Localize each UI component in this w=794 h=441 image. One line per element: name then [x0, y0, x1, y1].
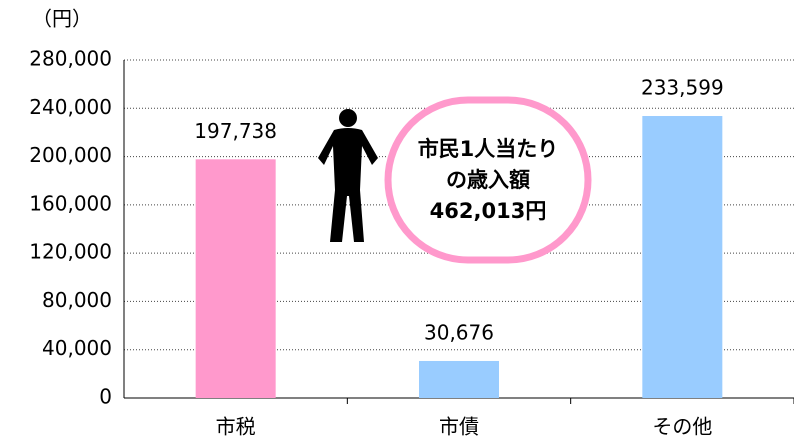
y-tick-label: 160,000	[29, 191, 112, 215]
bar	[195, 159, 276, 398]
x-tick-label: その他	[652, 415, 712, 439]
annotation: 462,013円	[430, 199, 547, 223]
y-tick-label: 240,000	[29, 95, 112, 119]
bar	[419, 360, 499, 398]
y-tick-label: 80,000	[42, 288, 112, 312]
annotation-bubble	[384, 96, 592, 264]
x-tick-label: 市債	[439, 415, 479, 439]
annotation: の歳入額	[446, 168, 530, 192]
y-tick-label: 120,000	[29, 240, 112, 264]
value-label: 30,676	[424, 320, 494, 344]
x-tick-label: 市税	[216, 415, 256, 439]
y-tick-label: 0	[99, 385, 112, 409]
value-label: 197,738	[194, 119, 277, 143]
y-tick-label: 200,000	[29, 143, 112, 167]
annotation: 市民1人当たり	[418, 137, 559, 161]
y-tick-label: 280,000	[29, 47, 112, 71]
value-label: 233,599	[641, 76, 724, 100]
person-silhouette	[318, 109, 378, 242]
y-axis-label: （円）	[32, 7, 92, 31]
y-tick-label: 40,000	[42, 336, 112, 360]
bar	[642, 116, 723, 398]
